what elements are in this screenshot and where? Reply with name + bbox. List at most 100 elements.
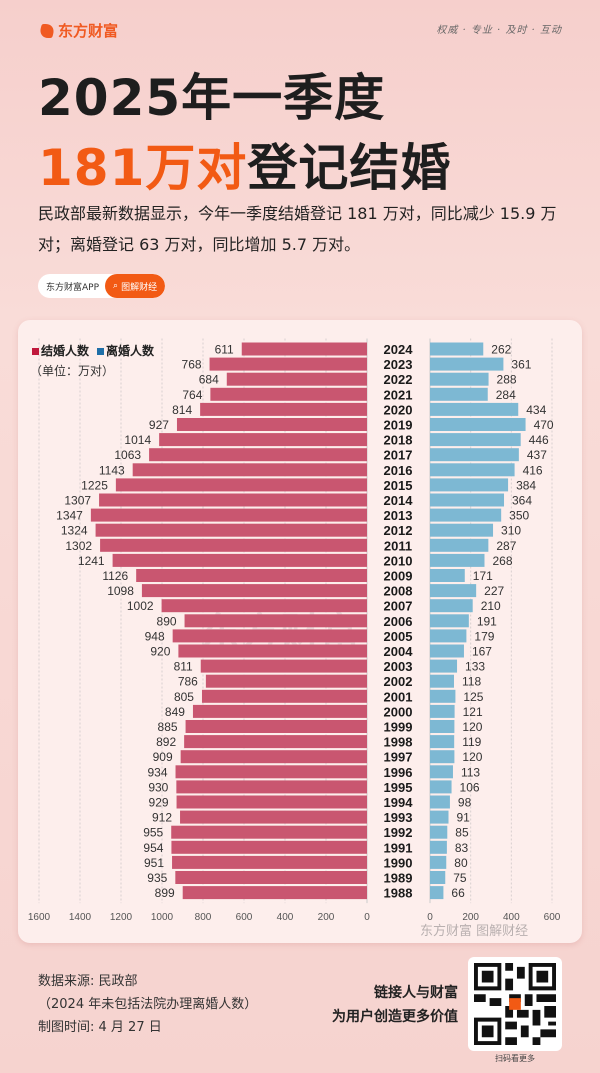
search-icon: ⌕ xyxy=(113,281,119,291)
tagline: 链接人与财富 为用户创造更多价值 xyxy=(332,981,458,1029)
data-label-marriage: 1098 xyxy=(107,584,134,598)
x-tick-label-left: 200 xyxy=(318,912,335,923)
bar-divorce xyxy=(430,478,509,492)
x-tick-label-right: 600 xyxy=(544,912,561,923)
bar-marriage xyxy=(172,855,367,869)
data-label-marriage: 1302 xyxy=(65,539,92,553)
year-label: 2019 xyxy=(384,418,413,433)
year-label: 2005 xyxy=(384,629,413,644)
qr-code-icon xyxy=(474,963,556,1045)
data-label-marriage: 1347 xyxy=(56,509,83,523)
year-label: 1993 xyxy=(384,810,413,825)
data-label-marriage: 811 xyxy=(174,660,193,674)
year-label: 2008 xyxy=(384,584,413,599)
tag-label: 图解财经 xyxy=(121,282,158,293)
bar-marriage xyxy=(149,448,367,462)
bar-marriage xyxy=(182,886,367,900)
brand-logo: 东方财富 xyxy=(38,20,119,41)
data-label-divorce: 98 xyxy=(458,796,472,810)
bar-divorce xyxy=(430,448,519,462)
legend-label-marriage: 结婚人数 xyxy=(41,344,90,358)
year-label: 1989 xyxy=(384,871,413,886)
bar-divorce xyxy=(430,402,519,416)
data-label-marriage: 899 xyxy=(155,886,175,900)
year-label: 2007 xyxy=(384,599,413,614)
x-tick-label-right: 400 xyxy=(503,912,520,923)
bar-divorce xyxy=(430,372,489,386)
brand-name: 东方财富 xyxy=(58,22,119,40)
slogan: 权威 · 专业 · 及时 · 互动 xyxy=(436,25,562,36)
year-label: 2016 xyxy=(384,463,413,478)
year-label: 1997 xyxy=(384,750,413,765)
year-label: 2023 xyxy=(384,357,413,372)
year-label: 1996 xyxy=(384,765,413,780)
data-label-marriage: 955 xyxy=(143,826,163,840)
title-rest: 登记结婚 xyxy=(247,139,452,197)
bar-marriage xyxy=(99,493,367,507)
data-label-divorce: 121 xyxy=(463,705,483,719)
year-label: 2024 xyxy=(384,342,414,357)
year-label: 2002 xyxy=(384,674,413,689)
bar-marriage xyxy=(172,629,367,643)
data-label-divorce: 80 xyxy=(454,856,468,870)
year-label: 1991 xyxy=(384,840,413,855)
bar-marriage xyxy=(171,840,367,854)
data-label-marriage: 890 xyxy=(157,614,177,628)
bar-marriage xyxy=(178,644,367,658)
year-label: 2012 xyxy=(384,523,413,538)
bar-marriage xyxy=(184,614,367,628)
date-text: 制图时间: 4 月 27 日 xyxy=(38,1020,162,1035)
year-label: 2011 xyxy=(384,538,412,553)
bar-divorce xyxy=(430,871,446,884)
bar-marriage xyxy=(192,704,367,718)
bar-marriage xyxy=(180,810,367,824)
data-label-divorce: 284 xyxy=(496,388,516,402)
data-label-divorce: 288 xyxy=(497,373,517,387)
bar-marriage xyxy=(200,402,367,416)
data-label-divorce: 113 xyxy=(461,765,480,779)
bar-marriage xyxy=(209,357,367,371)
year-label: 2021 xyxy=(384,387,413,402)
tag-button[interactable]: ⌕ 图解财经 xyxy=(105,274,166,298)
data-label-divorce: 470 xyxy=(534,418,554,432)
bar-marriage xyxy=(176,795,367,809)
bar-divorce xyxy=(430,584,477,598)
bar-divorce xyxy=(430,750,455,764)
bar-marriage xyxy=(115,478,367,492)
data-label-divorce: 119 xyxy=(462,735,481,749)
bar-marriage xyxy=(132,463,367,477)
bar-marriage xyxy=(185,720,367,733)
qr-code[interactable] xyxy=(468,957,562,1051)
data-label-marriage: 927 xyxy=(149,418,169,432)
data-label-divorce: 75 xyxy=(453,871,467,885)
bar-divorce xyxy=(430,689,456,703)
app-pill[interactable]: 东方财富APP ⌕ 图解财经 xyxy=(38,274,166,298)
bar-divorce xyxy=(430,629,467,643)
year-label: 2020 xyxy=(384,402,413,417)
x-tick-label-left: 1400 xyxy=(69,912,92,923)
chart-legend: 结婚人数 离婚人数 xyxy=(32,342,154,359)
year-label: 1998 xyxy=(384,735,413,750)
data-label-marriage: 849 xyxy=(165,705,185,719)
legend-divorce: 离婚人数 xyxy=(97,342,154,359)
data-label-divorce: 350 xyxy=(509,509,529,523)
year-label: 2010 xyxy=(384,553,413,568)
data-label-divorce: 106 xyxy=(460,780,480,794)
year-label: 1999 xyxy=(384,720,413,735)
x-tick-label-left: 600 xyxy=(236,912,253,923)
bar-marriage xyxy=(161,599,367,613)
legend-marriage: 结婚人数 xyxy=(32,342,89,359)
bar-marriage xyxy=(176,780,367,794)
data-label-marriage: 909 xyxy=(153,750,173,764)
bar-divorce xyxy=(430,720,455,733)
app-name: 东方财富APP xyxy=(46,282,100,293)
year-label: 1994 xyxy=(384,795,414,810)
year-label: 2022 xyxy=(384,372,413,387)
year-label: 2014 xyxy=(384,493,414,508)
bar-divorce xyxy=(430,387,488,401)
bar-marriage xyxy=(159,433,367,447)
bar-divorce xyxy=(430,599,473,613)
year-label: 2017 xyxy=(384,448,413,463)
data-label-marriage: 1307 xyxy=(64,494,91,508)
data-label-marriage: 1063 xyxy=(114,448,141,462)
